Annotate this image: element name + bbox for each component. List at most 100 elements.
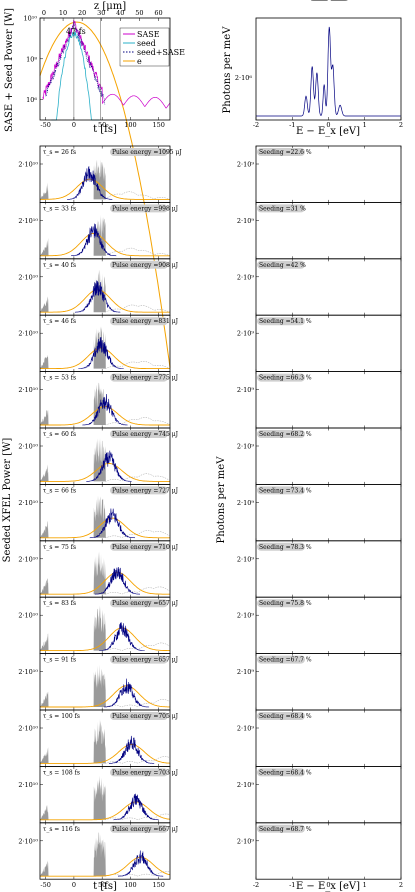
top-right-ylabel: Photons per meV: [222, 26, 233, 114]
pulse-energy-bg: [110, 204, 168, 213]
seeding-label: Seeding =42 %: [259, 262, 306, 269]
y-tick-label: 10¹⁰: [24, 15, 38, 23]
top-left-sase-series: [42, 19, 171, 109]
spectrum-panel: 102 meV 2·10⁹ Seeding =73.4 %: [237, 0, 402, 542]
seeding-label-bg: [257, 542, 305, 551]
electron-envelope-series: [40, 233, 170, 257]
y-tick-label: 2·10¹⁰: [18, 725, 38, 733]
top-right-y-tick: 2·10⁶: [235, 74, 252, 82]
tau-label: τ_s = 83 fs: [43, 600, 76, 607]
spectrum-panel: 156 meV 2·10⁹ Seeding =31 %: [237, 0, 402, 260]
spectrum-panel: 92 meV 2·10⁹ Seeding =67.7 %: [237, 0, 402, 711]
bandwidth-label: 86 meV: [347, 0, 378, 2]
sase-dashed-series: [104, 473, 170, 482]
seeding-label: Seeding =68.7 %: [259, 826, 312, 833]
sase-dashed-series: [104, 304, 170, 313]
power-panel: 2·10¹⁰ τ_s = 46 fs Pulse energy =831 μJ: [18, 314, 179, 373]
pulse-energy-label: Pulse energy =775 μJ: [112, 375, 179, 382]
top-left-seed-sase-series: [45, 22, 106, 105]
electron-envelope-series: [40, 743, 171, 764]
bottom-left-ylabel: Seeded XFEL Power [W]: [2, 438, 13, 563]
top-tick-label: 50: [135, 9, 143, 17]
tau-label-bg: [41, 599, 66, 608]
y-tick-label: 2·10¹⁰: [18, 330, 38, 338]
seeding-label: Seeding =31 %: [259, 205, 306, 212]
top-left-electron-series: [39, 21, 171, 368]
top-tick-label: 30: [97, 9, 105, 17]
seeding-label: Seeding =78.3 %: [259, 544, 312, 551]
x-tick-label: -1: [289, 881, 295, 889]
top-right-xlabel: E − E_x [eV]: [296, 126, 360, 137]
y-tick-label: 2·10¹⁰: [18, 161, 38, 169]
spectrum-panel: 111 meV 2·10⁹ Seeding =42 %: [237, 0, 402, 316]
y-tick-label: 10⁶: [26, 96, 37, 104]
seeding-label: Seeding =67.7 %: [259, 657, 312, 664]
seed-comb-fill: [40, 775, 108, 820]
sase-dashed-series: [104, 417, 170, 426]
seeding-label: Seeding =68.4 %: [259, 713, 312, 720]
seeding-label: Seeding =66.3 %: [259, 375, 312, 382]
y-tick-label: 2·10⁹: [237, 217, 254, 225]
pulse-energy-bg: [110, 768, 168, 777]
bottom-right-xlabel: E − E_x [eV]: [296, 881, 360, 892]
x-tick-label: 150: [152, 881, 164, 889]
pulse-energy-label: Pulse energy =657 μJ: [112, 600, 179, 607]
power-panel: 2·10¹⁰ τ_s = 40 fs Pulse energy =908 μJ: [18, 258, 179, 316]
pulse-energy-label: Pulse energy =727 μJ: [112, 487, 179, 494]
top-right-x-ticks: -2 -1 0 1 2: [253, 117, 403, 129]
seeding-label-bg: [257, 317, 305, 326]
x-tick-label: 100: [124, 881, 136, 889]
x-tick-label: 1: [363, 121, 367, 129]
row-12: 2·10¹⁰ τ_s = 108 fs Pulse energy =703 μJ 17…: [18, 0, 402, 824]
seeding-label-bg: [257, 599, 305, 608]
x-tick-label: -1: [289, 121, 295, 129]
sase-dashed-series: [104, 247, 170, 256]
pulse-energy-label: Pulse energy =831 μJ: [112, 318, 179, 325]
power-panel: 2·10¹⁰ τ_s = 53 fs Pulse energy =775 μJ: [18, 371, 179, 429]
seed-comb-fill: [40, 159, 108, 200]
sase-dashed-series: [104, 530, 170, 539]
tau-label-bg: [41, 260, 66, 269]
seeding-label-bg: [257, 655, 305, 664]
seeding-label-bg: [257, 204, 305, 213]
y-tick-label: 2·10⁹: [237, 837, 254, 845]
pulse-energy-label: Pulse energy =998 μJ: [112, 205, 179, 212]
tau-label-bg: [41, 712, 66, 720]
pulse-energy-bg: [110, 317, 168, 326]
electron-envelope-series: [40, 178, 170, 200]
bottom-left-xlabel: t [fs]: [93, 881, 117, 892]
legend-label-seed-sase: seed+SASE: [137, 48, 185, 57]
row-10: 2·10¹⁰ τ_s = 91 fs Pulse energy =657 μJ 92 …: [18, 0, 402, 711]
bandwidth-label: 190 meV: [349, 0, 385, 2]
tau-label-bg: [41, 373, 66, 382]
spectrum-panel: 92 meV 2·10⁹ Seeding =54.1 %: [237, 0, 402, 373]
x-tick-label: 150: [152, 121, 164, 129]
seeding-label-bg: [257, 824, 305, 833]
top-left-annotation: 47 fs: [66, 27, 86, 36]
spectrum-panel: 179 meV 2·10⁹ Seeding =68.4 %: [237, 0, 402, 824]
seeded-power-series: [71, 223, 117, 257]
spectrum-panel: 227 meV 2·10⁹ Seeding =78.3 %: [237, 0, 402, 598]
row-8: 2·10¹⁰ τ_s = 75 fs Pulse energy =710 μJ 227…: [18, 0, 402, 598]
pulse-energy-label: Pulse energy =1095 μJ: [112, 149, 182, 156]
y-tick-label: 2·10⁹: [237, 161, 254, 169]
seeding-label-bg: [257, 712, 305, 720]
tau-label-bg: [41, 430, 66, 438]
electron-envelope-series: [40, 801, 171, 821]
tau-label: τ_s = 46 fs: [43, 318, 76, 325]
seed-comb-fill: [40, 718, 108, 764]
top-left-y-ticks: 10⁶ 10⁸ 10¹⁰: [24, 15, 43, 104]
bandwidth-label: 179 meV: [348, 0, 384, 2]
pulse-energy-bg: [110, 655, 168, 664]
top-left-x-ticks: -50 0 50 100 150: [40, 117, 165, 129]
seed-comb-fill: [40, 664, 108, 707]
y-tick-label: 2·10¹⁰: [18, 837, 38, 845]
bandwidth-label: 91 meV: [347, 0, 378, 2]
tau-label-bg: [41, 148, 66, 156]
tau-label-bg: [41, 317, 66, 326]
seeding-label-bg: [257, 260, 305, 269]
seed-comb-fill: [40, 495, 108, 538]
bandwidth-label: 146 meV: [348, 0, 384, 2]
top-tick-label: 10: [59, 9, 67, 17]
